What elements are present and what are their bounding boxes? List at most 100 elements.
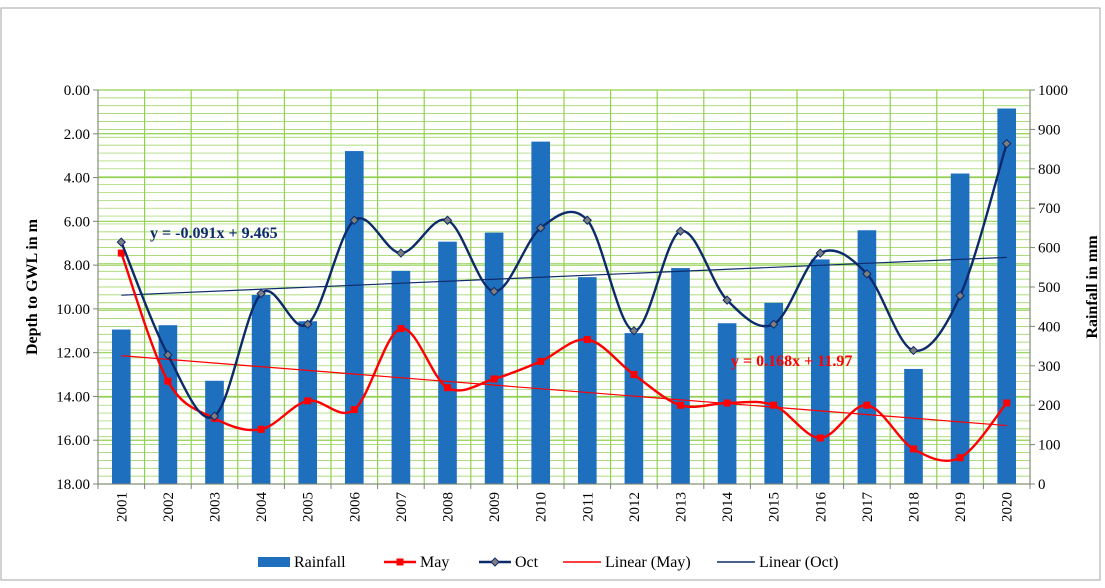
- x-tick-label: 2003: [208, 492, 224, 522]
- rainfall-bar: [904, 368, 923, 484]
- x-tick-label: 2010: [534, 492, 550, 522]
- trend-lines: [121, 256, 1007, 427]
- left-tick-label: 14.00: [56, 389, 90, 405]
- may-marker: [863, 401, 871, 409]
- right-tick-label: 800: [1038, 162, 1061, 178]
- rainfall-bar: [950, 173, 970, 484]
- rainfall-bar: [251, 294, 271, 484]
- legend: Rainfall May Oct Linear (May) Linear (Oct): [258, 554, 839, 571]
- oct-marker: [862, 269, 872, 279]
- may-marker: [677, 401, 684, 409]
- oct-marker: [116, 237, 127, 247]
- legend-marker-may: [396, 558, 404, 566]
- may-marker: [164, 377, 172, 385]
- right-tick-label: 700: [1038, 201, 1061, 217]
- x-tick-label: 2008: [441, 492, 457, 522]
- rainfall-bar: [205, 380, 224, 484]
- x-tick-label: 2004: [254, 492, 270, 523]
- oct-marker: [722, 295, 732, 305]
- may-marker: [397, 325, 405, 333]
- may-marker: [257, 425, 265, 433]
- oct-marker: [629, 326, 639, 336]
- right-tick-label: 400: [1038, 319, 1061, 335]
- left-tick-label: 18.00: [56, 477, 90, 493]
- may-marker: [910, 445, 917, 453]
- rainfall-bar: [438, 241, 457, 484]
- may-marker: [723, 399, 731, 407]
- oct-marker: [768, 319, 779, 329]
- x-tick-label: 2001: [114, 492, 130, 522]
- rainfall-bar: [111, 329, 131, 484]
- legend-label: Oct: [515, 554, 539, 571]
- rainfall-bar: [577, 277, 597, 484]
- may-marker: [583, 336, 591, 344]
- oct-marker: [1001, 138, 1012, 149]
- oct-trend-equation: y = -0.091x + 9.465: [150, 225, 278, 242]
- left-tick-label: 8.00: [64, 258, 90, 274]
- oct-marker: [955, 291, 965, 301]
- right-axis-label: Rainfall in mm: [1084, 235, 1101, 339]
- rainfall-bar: [624, 333, 644, 484]
- oct-marker: [442, 215, 453, 225]
- right-tick-label: 1000: [1038, 83, 1068, 99]
- rainfall-bar: [484, 232, 504, 484]
- left-tick-label: 2.00: [64, 127, 90, 143]
- legend-swatch-rainfall: [258, 557, 290, 567]
- may-marker: [537, 357, 545, 365]
- left-tick-label: 10.00: [56, 302, 90, 318]
- left-tick-label: 0.00: [64, 83, 90, 99]
- right-tick-label: 0: [1038, 477, 1046, 493]
- left-tick-label: 12.00: [56, 346, 90, 362]
- may-marker: [770, 401, 778, 409]
- x-tick-label: 2011: [580, 492, 596, 521]
- oct-marker: [908, 345, 919, 356]
- right-tick-label: 100: [1038, 438, 1061, 454]
- x-tick-label: 2009: [487, 492, 503, 522]
- may-marker: [630, 371, 638, 379]
- may-marker: [444, 384, 451, 392]
- may-marker: [350, 406, 358, 414]
- rainfall-bar: [764, 302, 784, 484]
- oct-marker: [349, 215, 360, 225]
- legend-label: May: [420, 554, 449, 571]
- x-tick-label: 2013: [674, 492, 690, 522]
- oct-marker: [582, 215, 593, 225]
- x-tick-label: 2016: [813, 492, 829, 523]
- right-tick-label: 200: [1038, 398, 1061, 414]
- x-tick-label: 2019: [953, 492, 969, 522]
- x-tick-label: 2018: [907, 492, 923, 522]
- left-tick-label: 16.00: [56, 433, 90, 449]
- oct-marker: [209, 411, 220, 421]
- may-marker: [490, 375, 498, 383]
- oct-marker: [815, 248, 826, 258]
- rainfall-bars: [111, 108, 1017, 484]
- legend-marker-oct: [490, 557, 500, 567]
- trend-line: [121, 355, 1007, 427]
- rainfall-bar: [997, 108, 1017, 484]
- oct-marker: [256, 288, 266, 299]
- may-marker: [956, 454, 964, 462]
- oct-marker: [489, 286, 499, 297]
- x-tick-label: 2006: [347, 492, 363, 523]
- trend-line: [121, 256, 1007, 296]
- left-tick-label: 6.00: [64, 214, 90, 230]
- rainfall-bar: [531, 141, 551, 484]
- rainfall-bar: [158, 325, 178, 484]
- left-tick-label: 4.00: [64, 171, 90, 187]
- legend-label: Linear (May): [605, 554, 691, 571]
- oct-marker: [535, 223, 546, 233]
- x-tick-label: 2005: [301, 492, 317, 522]
- oct-marker: [396, 248, 406, 258]
- axes: 0.00 2.00 4.00 6.00 8.00 10.00 12.00 14.00 16.00…: [56, 83, 1068, 522]
- rainfall-bar: [810, 259, 830, 484]
- x-tick-label: 2002: [161, 492, 177, 522]
- x-tick-label: 2012: [627, 492, 643, 522]
- legend-label: Linear (Oct): [759, 554, 839, 571]
- oct-marker: [675, 226, 686, 236]
- right-tick-label: 900: [1038, 122, 1061, 138]
- x-tick-label: 2015: [767, 492, 783, 522]
- rainfall-bar: [344, 151, 364, 484]
- may-marker: [117, 249, 125, 257]
